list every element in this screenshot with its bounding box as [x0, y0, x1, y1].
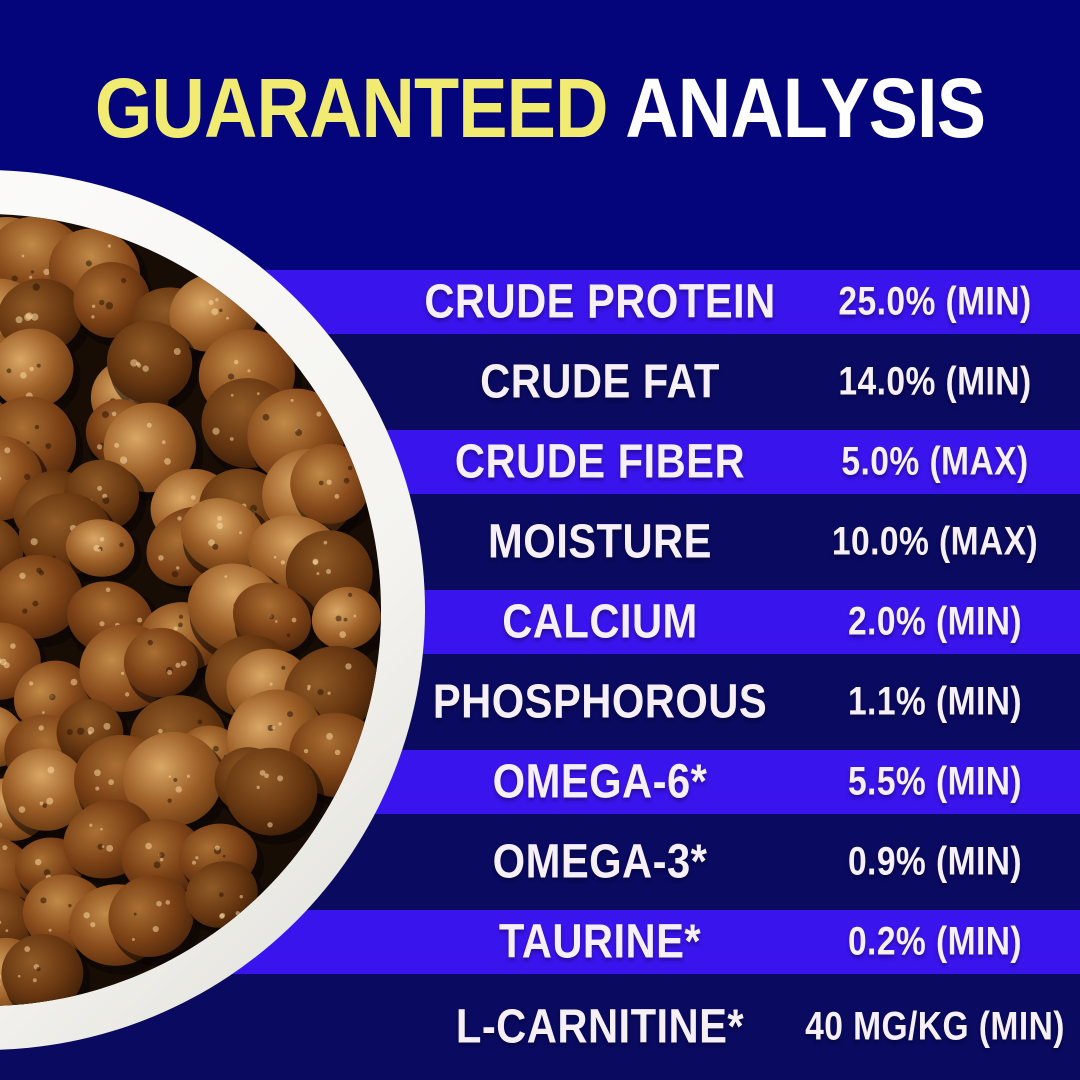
nutrient-value: 25.0% (MIN) [838, 279, 1032, 324]
nutrient-label: CRUDE FIBER [454, 435, 746, 489]
nutrient-label: CRUDE FAT [480, 355, 720, 409]
nutrient-value: 5.5% (MIN) [847, 759, 1023, 804]
nutrient-value: 2.0% (MIN) [847, 599, 1023, 644]
title-highlight: GUARANTEED [94, 60, 609, 155]
nutrient-value: 40 MG/KG (MIN) [805, 1004, 1065, 1049]
nutrient-value: 0.9% (MIN) [847, 839, 1023, 884]
nutrient-label: L-CARNITINE* [455, 1000, 745, 1054]
nutrient-label: CALCIUM [502, 595, 698, 649]
nutrient-value: 10.0% (MAX) [831, 519, 1039, 564]
nutrient-label: TAURINE* [498, 915, 702, 969]
nutrient-value: 5.0% (MAX) [841, 439, 1029, 484]
page-title: GUARANTEED ANALYSIS [65, 60, 1015, 155]
nutrient-label: OMEGA-6* [492, 755, 708, 809]
nutrient-label: OMEGA-3* [492, 835, 708, 889]
nutrient-value: 0.2% (MIN) [847, 919, 1023, 964]
nutrient-label: CRUDE PROTEIN [424, 275, 776, 329]
nutrient-label: PHOSPHOROUS [432, 675, 768, 729]
nutrient-value: 14.0% (MIN) [838, 359, 1032, 404]
kibble-pieces [0, 216, 381, 1006]
kibble-bowl-photo [0, 170, 425, 1050]
nutrient-value: 1.1% (MIN) [847, 679, 1023, 724]
nutrient-label: MOISTURE [488, 515, 712, 569]
title-rest: ANALYSIS [625, 60, 986, 155]
